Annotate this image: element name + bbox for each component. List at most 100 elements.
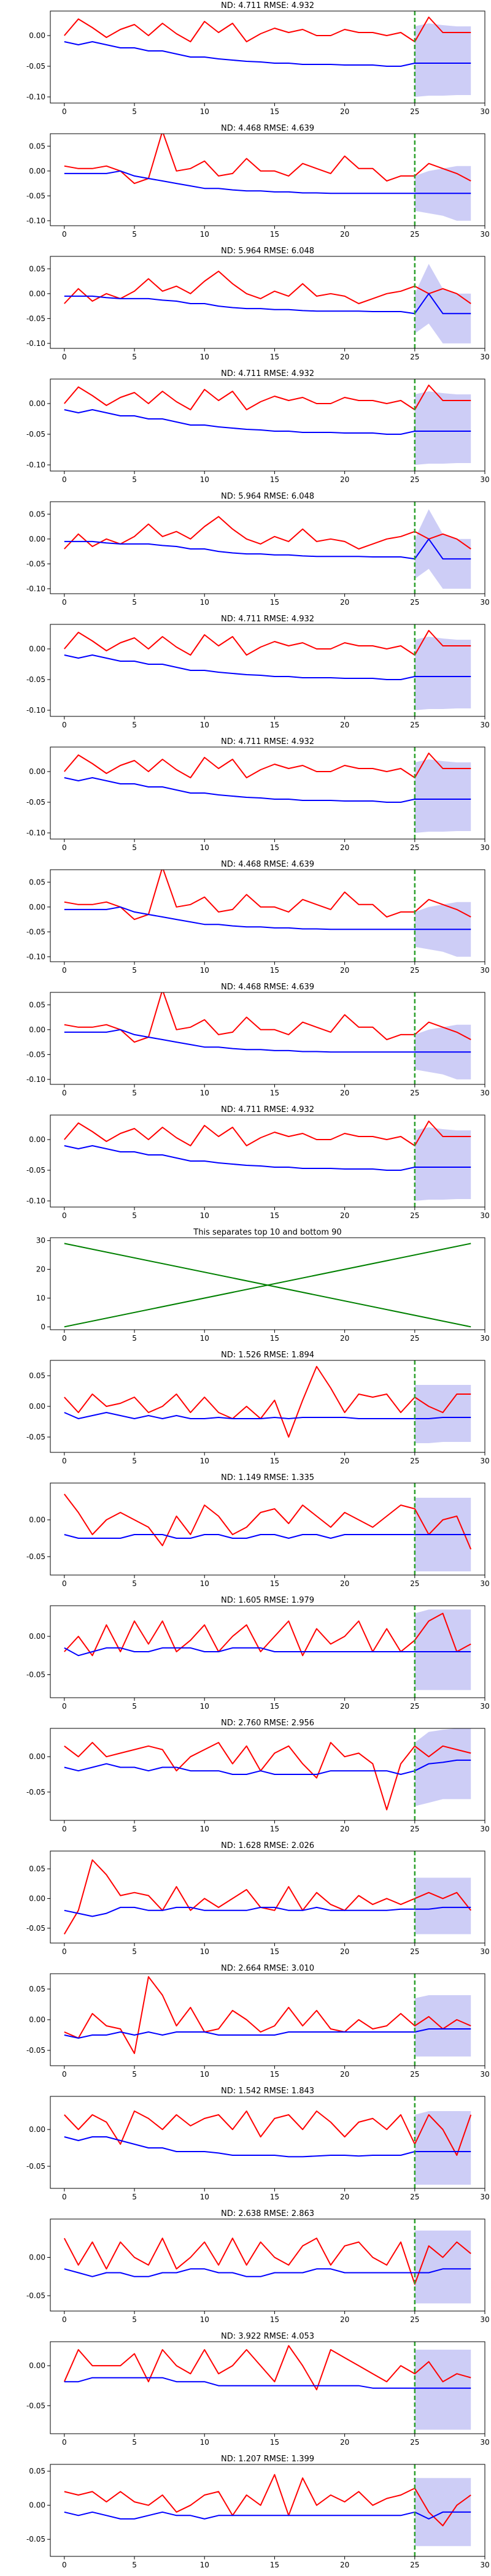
x-tick-label: 5 [132,107,137,116]
predicted-series-line [64,2136,471,2158]
plot-area [63,2219,471,2311]
chart-title: ND: 1.149 RMSE: 1.335 [221,1473,314,1482]
y-tick-label: -0.10 [26,829,45,837]
y-tick-label: -0.10 [26,93,45,101]
y-tick-label: -0.05 [26,1050,45,1059]
x-tick-label: 15 [270,598,279,607]
x-tick-label: 10 [200,107,209,116]
y-tick-label: -0.05 [26,62,45,71]
plot-area [64,1483,472,1575]
confidence-band [414,23,471,97]
axes-frame [50,2464,485,2557]
x-tick-label: 30 [480,1825,489,1833]
x-tick-label: 5 [132,843,137,852]
y-tick-label: -0.05 [26,675,45,684]
plot-area [64,624,471,716]
chart-panel: ND: 4.711 RMSE: 4.932 0 5 10 15 20 25 30 0.00 -0.… [26,615,490,729]
x-tick-label: 10 [200,2315,209,2324]
y-tick-label: -0.05 [26,1671,45,1679]
x-tick-label: 10 [200,1457,209,1465]
x-tick-label: 30 [480,598,489,607]
chart-title: ND: 1.628 RMSE: 2.026 [221,1841,314,1850]
axes-frame [50,256,485,349]
y-tick-label: -0.05 [26,559,45,568]
axes-frame [50,133,485,226]
x-tick-label: 10 [200,230,209,239]
x-tick-label: 5 [132,2070,137,2079]
y-tick-label: -0.10 [26,1197,45,1205]
y-tick-label: -0.10 [26,1075,45,1084]
axes-frame [50,1482,485,1576]
x-tick-label: 5 [132,1457,137,1465]
axes-frame [50,1728,485,1821]
actual-series-line [64,1612,471,1657]
x-tick-label: 5 [132,1089,137,1097]
x-tick-label: 20 [340,475,349,484]
chart-title: ND: 4.468 RMSE: 4.639 [221,860,314,869]
x-tick-label: 20 [340,721,349,729]
chart-panel: ND: 4.711 RMSE: 4.932 0 5 10 15 20 25 30 0.00 -0.… [26,737,490,852]
x-tick-label: 15 [270,2070,279,2079]
x-tick-label: 20 [340,1825,349,1833]
chart-title: ND: 4.711 RMSE: 4.932 [221,737,314,746]
actual-series-line [64,753,471,778]
x-tick-label: 20 [340,2070,349,2079]
chart-title: ND: 1.605 RMSE: 1.979 [221,1596,314,1605]
y-tick-label: -0.05 [26,2291,45,2300]
x-tick-label: 15 [270,1457,279,1465]
x-tick-label: 10 [200,475,209,484]
x-tick-label: 20 [340,1702,349,1711]
x-tick-label: 30 [480,966,489,975]
y-tick-label: 0.00 [29,1752,45,1761]
y-tick-label: 0 [41,1322,45,1331]
chart-title: ND: 1.207 RMSE: 1.399 [221,2455,314,2464]
x-tick-label: 20 [340,1457,349,1465]
x-tick-label: 30 [480,2438,489,2447]
x-tick-label: 10 [200,2193,209,2201]
chart-panel: ND: 4.468 RMSE: 4.639 0 5 10 15 20 25 30 0.05 0.0… [26,983,490,1097]
x-tick-label: 0 [62,2315,67,2324]
chart-title: ND: 5.964 RMSE: 6.048 [221,247,314,256]
y-tick-label: -0.10 [26,585,45,593]
y-tick-label: -0.05 [26,1433,45,1441]
y-tick-label: 0.05 [29,878,45,886]
predicted-series-line [64,2511,471,2520]
x-tick-label: 20 [340,2561,349,2569]
x-tick-label: 15 [270,230,279,239]
x-tick-label: 15 [270,1947,279,1956]
x-tick-label: 5 [132,2193,137,2201]
chart-panel: ND: 4.711 RMSE: 4.932 0 5 10 15 20 25 30 0.00 -0.… [26,1105,490,1220]
y-tick-label: -0.05 [26,2401,45,2410]
x-tick-label: 25 [410,1825,419,1833]
x-tick-label: 25 [410,721,419,729]
axes-frame [50,378,485,472]
y-tick-label: 0.00 [29,1516,45,1524]
chart-panel: ND: 4.468 RMSE: 4.639 0 5 10 15 20 25 30 0.05 0.0… [26,860,490,975]
x-tick-label: 10 [200,2561,209,2569]
x-tick-label: 0 [62,1579,67,1588]
predicted-series-line [64,654,471,680]
x-tick-label: 0 [62,843,67,852]
confidence-band [414,391,471,465]
y-tick-label: 0.00 [29,1632,45,1641]
x-tick-label: 30 [480,1947,489,1956]
x-tick-label: 25 [410,598,419,607]
y-tick-label: -0.10 [26,461,45,469]
plot-area [64,1728,471,1820]
x-tick-label: 15 [270,843,279,852]
predicted-series-line [64,1029,471,1053]
x-tick-label: 30 [480,1457,489,1465]
predicted-series-line [64,2268,471,2277]
x-tick-label: 0 [62,1334,67,1343]
actual-series-line [64,270,471,304]
confidence-band [414,1609,471,1690]
chart-panel: This separates top 10 and bottom 90 0 5 10 1… [36,1228,490,1343]
x-tick-label: 0 [62,2070,67,2079]
x-tick-label: 30 [480,230,489,239]
axes-frame [50,1114,485,1208]
x-tick-label: 20 [340,2438,349,2447]
y-tick-label: 30 [36,1236,45,1245]
x-tick-label: 25 [410,966,419,975]
y-tick-label: 0.00 [29,1402,45,1411]
